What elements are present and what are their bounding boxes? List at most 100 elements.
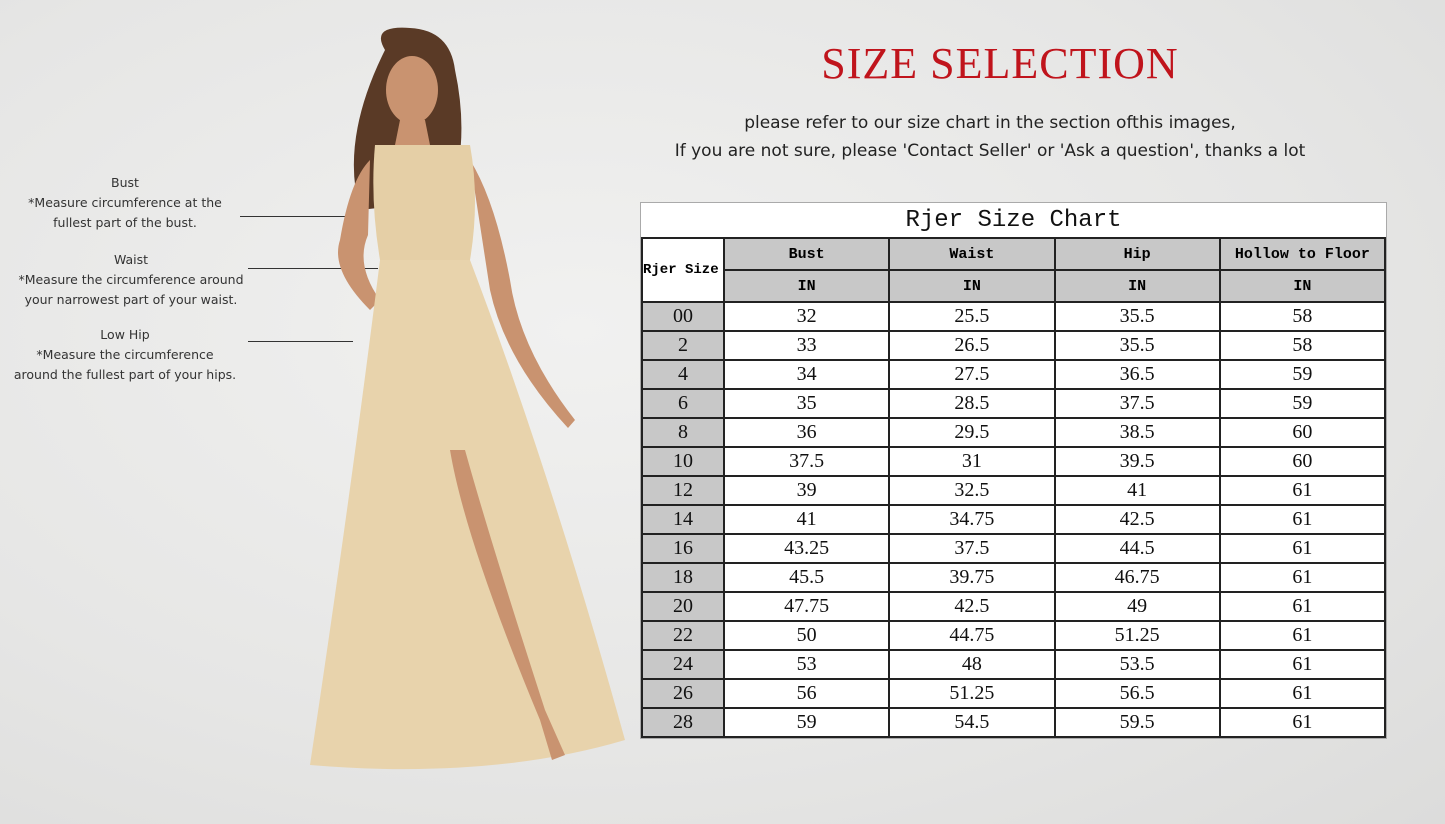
table-row: 00 32 25.5 35.5 58 <box>641 301 1387 332</box>
size-cell: 10 <box>641 446 725 477</box>
value-cell: 59 <box>722 707 891 738</box>
bust-desc: fullest part of the bust. <box>53 215 197 230</box>
value-cell: 39 <box>722 475 891 506</box>
value-cell: 61 <box>1218 504 1387 535</box>
value-cell: 51.25 <box>888 678 1056 709</box>
size-cell: 00 <box>641 301 725 332</box>
waist-line <box>248 268 378 269</box>
size-cell: 24 <box>641 649 725 680</box>
table-row: 14 41 34.75 42.5 61 <box>641 504 1387 535</box>
value-cell: 58 <box>1218 330 1387 361</box>
size-cell: 22 <box>641 620 725 651</box>
value-cell: 29.5 <box>888 417 1056 448</box>
value-cell: 31 <box>888 446 1056 477</box>
value-cell: 59 <box>1218 359 1387 390</box>
value-cell: 44.75 <box>888 620 1056 651</box>
table-row: 8 36 29.5 38.5 60 <box>641 417 1387 448</box>
table-row: 20 47.75 42.5 49 61 <box>641 591 1387 622</box>
value-cell: 61 <box>1218 475 1387 506</box>
table-row: 6 35 28.5 37.5 59 <box>641 388 1387 419</box>
size-cell: 14 <box>641 504 725 535</box>
column-header: Hip <box>1053 237 1221 271</box>
column-header: Hollow to Floor <box>1218 237 1387 271</box>
value-cell: 47.75 <box>722 591 891 622</box>
waist-desc: *Measure the circumference around <box>18 272 244 287</box>
value-cell: 35.5 <box>1053 330 1221 361</box>
size-chart-title: Rjer Size Chart <box>905 207 1122 234</box>
value-cell: 27.5 <box>888 359 1056 390</box>
size-cell: 26 <box>641 678 725 709</box>
value-cell: 35 <box>722 388 891 419</box>
bust-label: Bust <box>111 175 139 190</box>
size-cell: 4 <box>641 359 725 390</box>
value-cell: 42.5 <box>888 591 1056 622</box>
value-cell: 25.5 <box>888 301 1056 332</box>
table-row: 22 50 44.75 51.25 61 <box>641 620 1387 651</box>
table-row: 4 34 27.5 36.5 59 <box>641 359 1387 390</box>
size-cell: 20 <box>641 591 725 622</box>
value-cell: 37.5 <box>888 533 1056 564</box>
unit-header: IN <box>1218 269 1387 303</box>
table-row: 2 33 26.5 35.5 58 <box>641 330 1387 361</box>
hip-desc: *Measure the circumference <box>36 347 214 362</box>
waist-desc: your narrowest part of your waist. <box>24 292 238 307</box>
value-cell: 39.5 <box>1053 446 1221 477</box>
value-cell: 51.25 <box>1053 620 1221 651</box>
size-table: Rjer Size Bust Waist Hip Hollow to Floor… <box>641 237 1387 738</box>
value-cell: 56.5 <box>1053 678 1221 709</box>
value-cell: 59 <box>1218 388 1387 419</box>
value-cell: 61 <box>1218 533 1387 564</box>
value-cell: 61 <box>1218 707 1387 738</box>
value-cell: 36.5 <box>1053 359 1221 390</box>
waist-label: Waist <box>113 252 149 267</box>
bust-note: Bust *Measure circumference at the fulle… <box>0 173 250 233</box>
value-cell: 35.5 <box>1053 301 1221 332</box>
table-row: 18 45.5 39.75 46.75 61 <box>641 562 1387 593</box>
hip-label: Low Hip <box>100 327 150 342</box>
model-image <box>310 27 625 770</box>
page-title: SIZE SELECTION <box>821 39 1179 88</box>
value-cell: 41 <box>1053 475 1221 506</box>
size-cell: 8 <box>641 417 725 448</box>
subtitle-line-2: If you are not sure, please 'Contact Sel… <box>674 141 1306 161</box>
value-cell: 61 <box>1218 620 1387 651</box>
size-cell: 6 <box>641 388 725 419</box>
hip-note: Low Hip *Measure the circumference aroun… <box>0 325 250 385</box>
bust-desc: *Measure circumference at the <box>28 195 222 210</box>
size-cell: 2 <box>641 330 725 361</box>
value-cell: 28.5 <box>888 388 1056 419</box>
size-cell: 12 <box>641 475 725 506</box>
size-column-header: Rjer Size <box>641 237 725 303</box>
unit-header: IN <box>722 269 891 303</box>
value-cell: 41 <box>722 504 891 535</box>
value-cell: 60 <box>1218 446 1387 477</box>
value-cell: 53.5 <box>1053 649 1221 680</box>
value-cell: 53 <box>722 649 891 680</box>
hip-line <box>248 341 353 342</box>
value-cell: 34.75 <box>888 504 1056 535</box>
value-cell: 60 <box>1218 417 1387 448</box>
table-row: 24 53 48 53.5 61 <box>641 649 1387 680</box>
value-cell: 46.75 <box>1053 562 1221 593</box>
size-cell: 16 <box>641 533 725 564</box>
table-row: 28 59 54.5 59.5 61 <box>641 707 1387 738</box>
bust-line <box>240 216 355 217</box>
value-cell: 58 <box>1218 301 1387 332</box>
value-cell: 37.5 <box>1053 388 1221 419</box>
waist-note: Waist *Measure the circumference around … <box>6 250 256 310</box>
table-row: 10 37.5 31 39.5 60 <box>641 446 1387 477</box>
value-cell: 43.25 <box>722 533 891 564</box>
value-cell: 32.5 <box>888 475 1056 506</box>
unit-header: IN <box>888 269 1056 303</box>
size-chart: Rjer Size Chart Rjer Size Bust Waist Hip… <box>640 202 1387 739</box>
table-row: 26 56 51.25 56.5 61 <box>641 678 1387 709</box>
value-cell: 26.5 <box>888 330 1056 361</box>
value-cell: 42.5 <box>1053 504 1221 535</box>
value-cell: 56 <box>722 678 891 709</box>
value-cell: 59.5 <box>1053 707 1221 738</box>
value-cell: 32 <box>722 301 891 332</box>
table-row: 12 39 32.5 41 61 <box>641 475 1387 506</box>
column-header: Waist <box>888 237 1056 271</box>
column-header: Bust <box>722 237 891 271</box>
table-row: 16 43.25 37.5 44.5 61 <box>641 533 1387 564</box>
